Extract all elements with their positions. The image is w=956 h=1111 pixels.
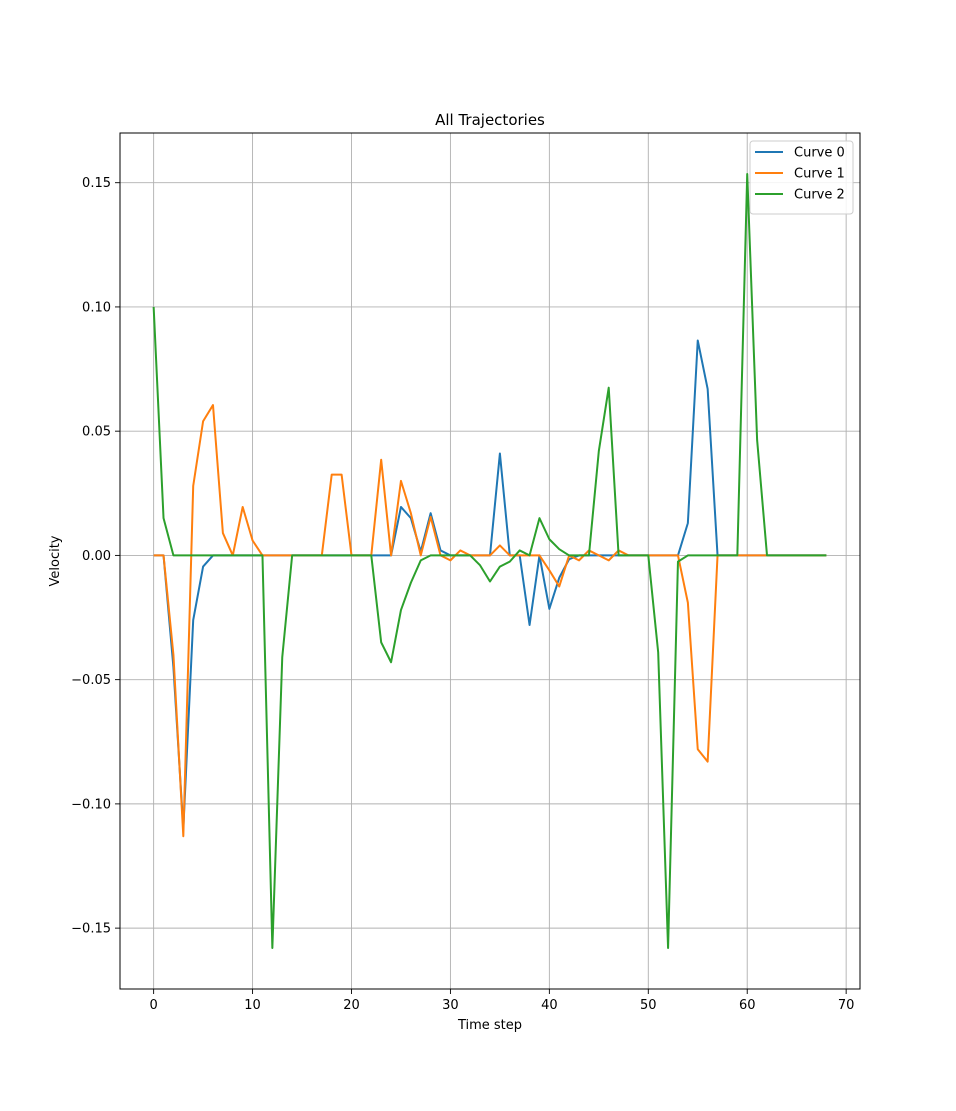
x-tick-label: 10 [244,998,261,1013]
grid [120,133,860,989]
series-line-curve-2 [152,173,827,949]
y-tick-label: 0.10 [82,300,111,315]
y-tick-label: 0.00 [82,549,111,564]
x-tick-label: 60 [739,998,756,1013]
y-tick-label: 0.15 [82,176,111,191]
legend: Curve 0 Curve 1 Curve 2 [749,140,854,215]
y-tick-label: −0.05 [71,673,111,688]
y-axis-ticks: 0.15 0.10 0.05 0.00 −0.05 −0.10 −0.15 [71,176,120,937]
legend-label: Curve 0 [794,146,845,161]
x-axis-label: Time step [457,1018,522,1033]
plot-frame [119,132,861,990]
x-tick-label: 70 [838,998,855,1013]
legend-label: Curve 1 [794,167,845,182]
y-axis-label: Velocity [48,535,63,586]
series-lines [152,173,827,949]
y-tick-label: 0.05 [82,425,111,440]
x-tick-label: 50 [640,998,657,1013]
legend-box [749,140,854,215]
x-axis-ticks: 0 10 20 30 40 50 60 70 [149,989,854,1013]
x-tick-label: 40 [541,998,558,1013]
y-tick-label: −0.15 [71,922,111,937]
x-tick-label: 0 [149,998,157,1013]
legend-label: Curve 2 [794,188,845,203]
chart-title: All Trajectories [435,111,545,129]
plot-area [120,133,860,989]
y-tick-label: −0.10 [71,797,111,812]
series-line-curve-1 [153,404,827,838]
x-tick-label: 20 [343,998,360,1013]
x-tick-label: 30 [442,998,459,1013]
